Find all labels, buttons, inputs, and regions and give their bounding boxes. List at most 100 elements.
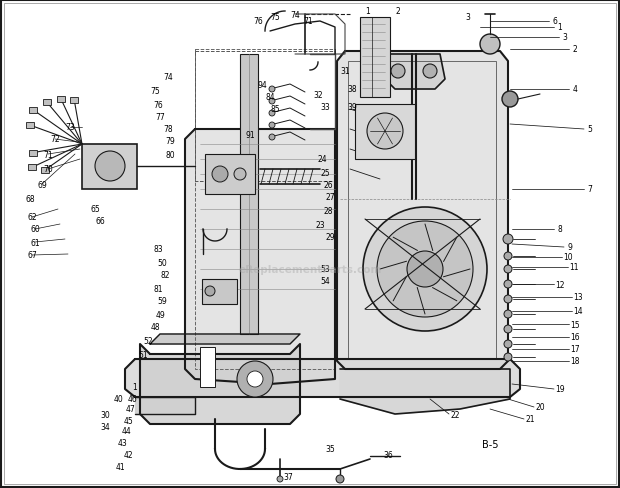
Text: 41: 41 bbox=[115, 463, 125, 471]
Circle shape bbox=[95, 152, 125, 182]
Text: 60: 60 bbox=[30, 225, 40, 234]
Bar bbox=[240, 55, 258, 334]
Text: 74: 74 bbox=[290, 10, 300, 20]
Circle shape bbox=[367, 114, 403, 150]
Text: B-5: B-5 bbox=[482, 439, 498, 449]
Bar bbox=[29, 150, 37, 156]
Text: 40: 40 bbox=[113, 395, 123, 404]
Text: 59: 59 bbox=[157, 297, 167, 306]
Text: 9: 9 bbox=[567, 243, 572, 252]
Text: 48: 48 bbox=[150, 323, 160, 332]
Text: 72: 72 bbox=[50, 135, 60, 144]
Text: 79: 79 bbox=[165, 137, 175, 146]
Circle shape bbox=[504, 295, 512, 304]
Text: 94: 94 bbox=[257, 81, 267, 89]
Text: 45: 45 bbox=[123, 417, 133, 426]
Circle shape bbox=[277, 476, 283, 482]
Text: 67: 67 bbox=[27, 251, 37, 260]
Bar bbox=[195, 52, 335, 182]
Text: 71: 71 bbox=[43, 150, 53, 159]
Circle shape bbox=[212, 167, 228, 183]
Text: 44: 44 bbox=[122, 427, 132, 436]
Circle shape bbox=[269, 87, 275, 93]
Text: 73: 73 bbox=[65, 123, 75, 132]
Polygon shape bbox=[140, 345, 300, 424]
Circle shape bbox=[504, 265, 512, 273]
Text: 20: 20 bbox=[535, 403, 545, 412]
Text: 51: 51 bbox=[138, 351, 148, 360]
Text: 65: 65 bbox=[90, 205, 100, 214]
Bar bbox=[355, 105, 415, 160]
Text: 8: 8 bbox=[557, 225, 562, 234]
Text: 25: 25 bbox=[320, 168, 330, 177]
Text: 53: 53 bbox=[320, 265, 330, 274]
Circle shape bbox=[377, 222, 473, 317]
Text: 61: 61 bbox=[30, 238, 40, 247]
Circle shape bbox=[205, 286, 215, 296]
Circle shape bbox=[504, 325, 512, 333]
Circle shape bbox=[363, 207, 487, 331]
Text: 91: 91 bbox=[245, 130, 255, 139]
Polygon shape bbox=[337, 52, 508, 369]
Text: 21: 21 bbox=[525, 415, 534, 424]
Text: 17: 17 bbox=[570, 345, 580, 354]
Polygon shape bbox=[125, 359, 520, 397]
Text: 84: 84 bbox=[265, 93, 275, 102]
Text: 1: 1 bbox=[366, 7, 370, 17]
Text: 76: 76 bbox=[153, 101, 163, 109]
Circle shape bbox=[480, 35, 500, 55]
Text: 2: 2 bbox=[573, 45, 577, 54]
Text: 75: 75 bbox=[270, 14, 280, 22]
Circle shape bbox=[504, 340, 512, 348]
Text: 68: 68 bbox=[25, 195, 35, 204]
Text: 12: 12 bbox=[556, 280, 565, 289]
Text: 49: 49 bbox=[155, 310, 165, 319]
Text: 69: 69 bbox=[37, 180, 47, 189]
Text: 27: 27 bbox=[325, 193, 335, 202]
Bar bbox=[205, 155, 255, 195]
Bar bbox=[200, 347, 215, 387]
Text: 31: 31 bbox=[340, 67, 350, 76]
Text: 33: 33 bbox=[320, 103, 330, 112]
Text: 28: 28 bbox=[323, 207, 333, 216]
Polygon shape bbox=[135, 397, 195, 414]
Text: 35: 35 bbox=[325, 445, 335, 453]
Bar bbox=[26, 123, 34, 129]
Circle shape bbox=[269, 123, 275, 129]
Text: 15: 15 bbox=[570, 320, 580, 329]
Text: 1: 1 bbox=[133, 383, 138, 392]
Bar bbox=[43, 100, 51, 105]
Text: 66: 66 bbox=[95, 217, 105, 226]
Circle shape bbox=[423, 65, 437, 79]
Circle shape bbox=[247, 371, 263, 387]
Text: 83: 83 bbox=[153, 245, 163, 254]
Text: 22: 22 bbox=[450, 409, 460, 419]
Text: 6: 6 bbox=[552, 18, 557, 26]
Text: 10: 10 bbox=[563, 253, 573, 262]
Text: 82: 82 bbox=[160, 271, 170, 280]
Text: 5: 5 bbox=[588, 125, 593, 134]
Circle shape bbox=[504, 353, 512, 361]
Text: 36: 36 bbox=[383, 449, 393, 459]
Text: 85: 85 bbox=[270, 105, 280, 114]
Circle shape bbox=[391, 65, 405, 79]
Bar bbox=[29, 107, 37, 113]
Text: 7: 7 bbox=[588, 185, 593, 194]
Text: 38: 38 bbox=[347, 85, 357, 94]
Text: 70: 70 bbox=[43, 165, 53, 174]
Text: 24: 24 bbox=[317, 155, 327, 164]
Text: 77: 77 bbox=[155, 113, 165, 122]
Circle shape bbox=[269, 99, 275, 105]
Bar bbox=[41, 167, 49, 173]
Text: 4: 4 bbox=[572, 85, 577, 94]
Text: 50: 50 bbox=[157, 258, 167, 267]
Circle shape bbox=[504, 252, 512, 261]
Circle shape bbox=[504, 310, 512, 318]
Text: 3: 3 bbox=[562, 34, 567, 42]
Text: 42: 42 bbox=[123, 449, 133, 459]
Text: 29: 29 bbox=[325, 233, 335, 242]
Text: 16: 16 bbox=[570, 333, 580, 342]
Text: 37: 37 bbox=[283, 472, 293, 482]
Circle shape bbox=[502, 92, 518, 108]
Text: 75: 75 bbox=[150, 87, 160, 96]
